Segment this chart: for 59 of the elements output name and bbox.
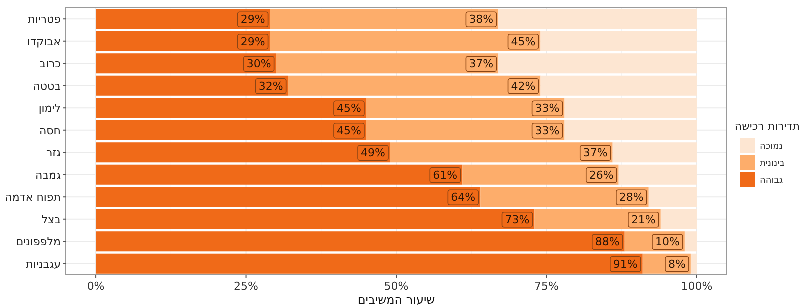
y-tick-label: גמבה <box>35 168 62 182</box>
data-label: 45% <box>337 102 362 116</box>
legend-title: תדירות רכישה <box>734 120 800 133</box>
bar <box>96 76 288 96</box>
data-label: 28% <box>619 191 644 204</box>
x-tick-label: 25% <box>234 280 258 293</box>
data-label: 37% <box>583 146 608 160</box>
bar <box>96 254 643 274</box>
y-tick-label: לימון <box>38 102 61 116</box>
bar <box>96 54 276 74</box>
data-label: 33% <box>535 124 560 138</box>
y-tick-label: פטריות <box>28 13 62 26</box>
y-tick-label: תפוח אדמה <box>5 191 61 204</box>
y-tick-label: חסה <box>39 124 61 138</box>
data-label: 64% <box>451 191 476 204</box>
legend-label: נמוכה <box>760 142 783 152</box>
data-label: 33% <box>535 102 560 116</box>
data-label: 38% <box>469 13 494 26</box>
y-tick-label: גזר <box>46 146 62 160</box>
x-tick-label: 100% <box>681 280 713 293</box>
y-tick-label: בצל <box>42 213 61 226</box>
bar <box>690 254 697 274</box>
y-tick-label: כרוב <box>40 58 62 71</box>
data-label: 42% <box>511 80 536 93</box>
bar <box>96 187 481 208</box>
x-tick-label: 50% <box>384 280 409 293</box>
data-label: 73% <box>505 213 530 226</box>
data-label: 88% <box>595 236 620 249</box>
bar <box>96 142 390 163</box>
data-label: 45% <box>337 124 362 138</box>
data-label: 91% <box>613 258 638 271</box>
data-label: 30% <box>246 58 272 71</box>
data-label: 10% <box>655 236 680 249</box>
x-tick-label: 0% <box>87 280 105 293</box>
data-label: 45% <box>511 35 536 48</box>
data-label: 21% <box>631 213 656 226</box>
data-label: 32% <box>258 80 284 93</box>
x-tick-label: 75% <box>534 280 559 293</box>
bar <box>96 98 366 118</box>
y-tick-label: עגבניות <box>26 258 61 271</box>
legend-label: גבוהה <box>760 176 784 186</box>
bar <box>96 31 270 52</box>
data-label: 49% <box>361 146 386 160</box>
y-tick-label: בטטה <box>33 80 61 93</box>
bar <box>96 164 463 185</box>
data-label: 29% <box>240 35 266 48</box>
data-label: 29% <box>240 13 266 26</box>
data-label: 37% <box>469 58 494 71</box>
data-label: 8% <box>668 258 686 271</box>
bar <box>96 9 270 30</box>
bar <box>96 209 535 230</box>
x-axis-title: שיעור המשיבים <box>358 293 436 307</box>
legend-label: בינונית <box>760 159 785 169</box>
y-tick-label: מלפפונים <box>16 236 61 249</box>
data-label: 61% <box>433 168 458 182</box>
bar <box>96 232 625 252</box>
bar <box>96 120 366 140</box>
data-label: 26% <box>589 168 614 182</box>
y-tick-label: אבוקדו <box>27 35 61 48</box>
